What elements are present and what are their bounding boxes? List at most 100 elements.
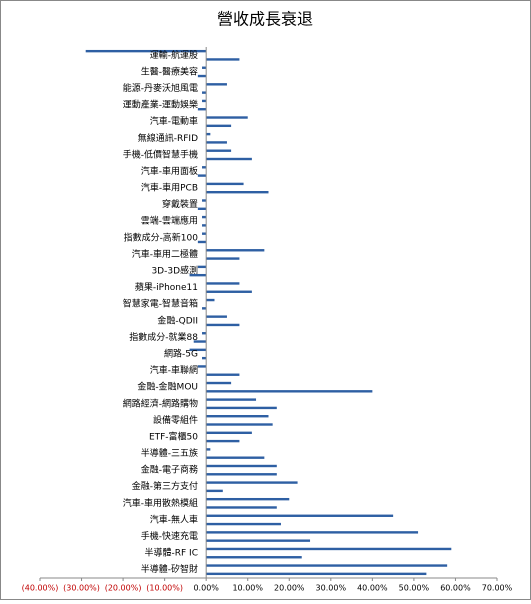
bar (85, 49, 207, 53)
y-tick-label: 運動產業-運動娛樂 (123, 99, 198, 111)
bar (193, 340, 207, 343)
bar (206, 497, 290, 501)
chart-title: 營收成長衰退 (217, 10, 313, 29)
bar (206, 390, 373, 393)
y-tick-label: 蘋果-iPhone11 (135, 281, 198, 293)
bar (206, 190, 269, 194)
bar (206, 157, 252, 161)
bar (206, 464, 277, 468)
y-tick-label: 汽車-車聯網 (150, 364, 198, 376)
bar (189, 273, 207, 277)
y-tick-label: 金融-第三方支付 (132, 480, 198, 492)
y-tick-label: 金融-QDII (157, 314, 198, 326)
bar (202, 356, 207, 360)
y-tick-label: 設備零組件 (153, 414, 198, 426)
x-tick-label: 20.00% (274, 584, 305, 593)
x-tick-label: (30.00%) (63, 584, 100, 593)
x-tick-label: (40.00%) (22, 584, 59, 593)
bar (206, 506, 277, 509)
bar (206, 315, 227, 318)
bar (206, 423, 273, 426)
bar (206, 116, 248, 119)
bar (206, 572, 427, 576)
y-tick-label: 指數成分-高新100 (124, 231, 199, 243)
bar (206, 257, 240, 260)
y-tick-label: 半導體-矽智財 (141, 563, 198, 575)
bar (206, 282, 240, 285)
bar (202, 99, 207, 103)
bar (197, 265, 207, 269)
bar (202, 224, 207, 227)
y-tick-label: 穿戴裝置 (162, 198, 198, 210)
bar (202, 66, 207, 69)
y-tick-label: ETF-富櫃50 (149, 430, 198, 442)
bar (206, 323, 240, 327)
bar (206, 398, 257, 401)
y-tick-label: 半導體-RF IC (145, 547, 198, 559)
bar (206, 83, 227, 86)
bar (206, 415, 269, 418)
bar (206, 456, 265, 459)
y-tick-label: 汽車-車用二極體 (132, 248, 198, 260)
y-tick-label: 無線通訊-RFID (138, 132, 198, 144)
x-tick-label: 0.00% (193, 584, 219, 593)
y-tick-label: 手機-快速充電 (141, 530, 198, 542)
bar (197, 207, 207, 210)
bar (197, 365, 207, 368)
bar (206, 564, 448, 567)
x-tick-label: 10.00% (232, 584, 263, 593)
bar (202, 215, 207, 219)
x-tick-label: (10.00%) (146, 584, 183, 593)
y-tick-label: 運輸-航運股 (150, 49, 198, 61)
y-tick-label: 智慧家電-智慧音箱 (123, 298, 198, 310)
bar (202, 232, 207, 235)
bar (197, 174, 207, 177)
x-tick-label: 60.00% (440, 584, 471, 593)
y-tick-label: 半導體-三五族 (141, 447, 198, 459)
x-tick-label: 30.00% (316, 584, 347, 593)
bar (197, 74, 207, 78)
bar (202, 307, 207, 310)
bar (206, 539, 311, 542)
bar (206, 141, 227, 144)
y-tick-label: 指數成分-就業88 (129, 331, 198, 343)
bar (197, 240, 207, 244)
x-tick-label: 40.00% (357, 584, 388, 593)
x-tick-label: 70.00% (482, 584, 513, 593)
y-tick-label: 網路-5G (164, 347, 198, 359)
bar (206, 58, 240, 61)
bar (206, 298, 215, 302)
y-tick-label: 汽車-車用面板 (141, 165, 198, 177)
y-tick-label: 汽車-電動車 (150, 115, 198, 127)
y-tick-label: 汽車-無人車 (150, 513, 198, 525)
bar (206, 531, 419, 534)
y-tick-label: 生醫-醫療美容 (141, 65, 198, 77)
bar (206, 481, 298, 484)
bar (206, 381, 232, 385)
y-tick-label: 手機-低價智慧手機 (123, 148, 198, 160)
bar (202, 199, 207, 202)
bar (206, 522, 281, 526)
bar (206, 124, 232, 128)
y-tick-label: 雲端-雲端應用 (141, 215, 198, 227)
y-tick-label: 金融-電子商務 (141, 464, 198, 476)
bar (206, 514, 394, 517)
bar (202, 166, 207, 169)
bar (206, 431, 252, 435)
y-tick-label: 3D-3D感測 (151, 265, 198, 277)
bar (206, 373, 240, 376)
bar (206, 132, 211, 136)
bar (206, 489, 223, 493)
bar (206, 547, 452, 551)
bar (202, 91, 207, 94)
y-tick-label: 網路經濟-網路購物 (123, 397, 198, 409)
bar (206, 249, 265, 252)
bar (197, 108, 207, 111)
x-tick-label: (20.00%) (105, 584, 142, 593)
y-tick-label: 汽車-車用PCB (141, 182, 198, 194)
bar (206, 448, 211, 451)
bar (206, 149, 232, 152)
bar (206, 473, 277, 476)
